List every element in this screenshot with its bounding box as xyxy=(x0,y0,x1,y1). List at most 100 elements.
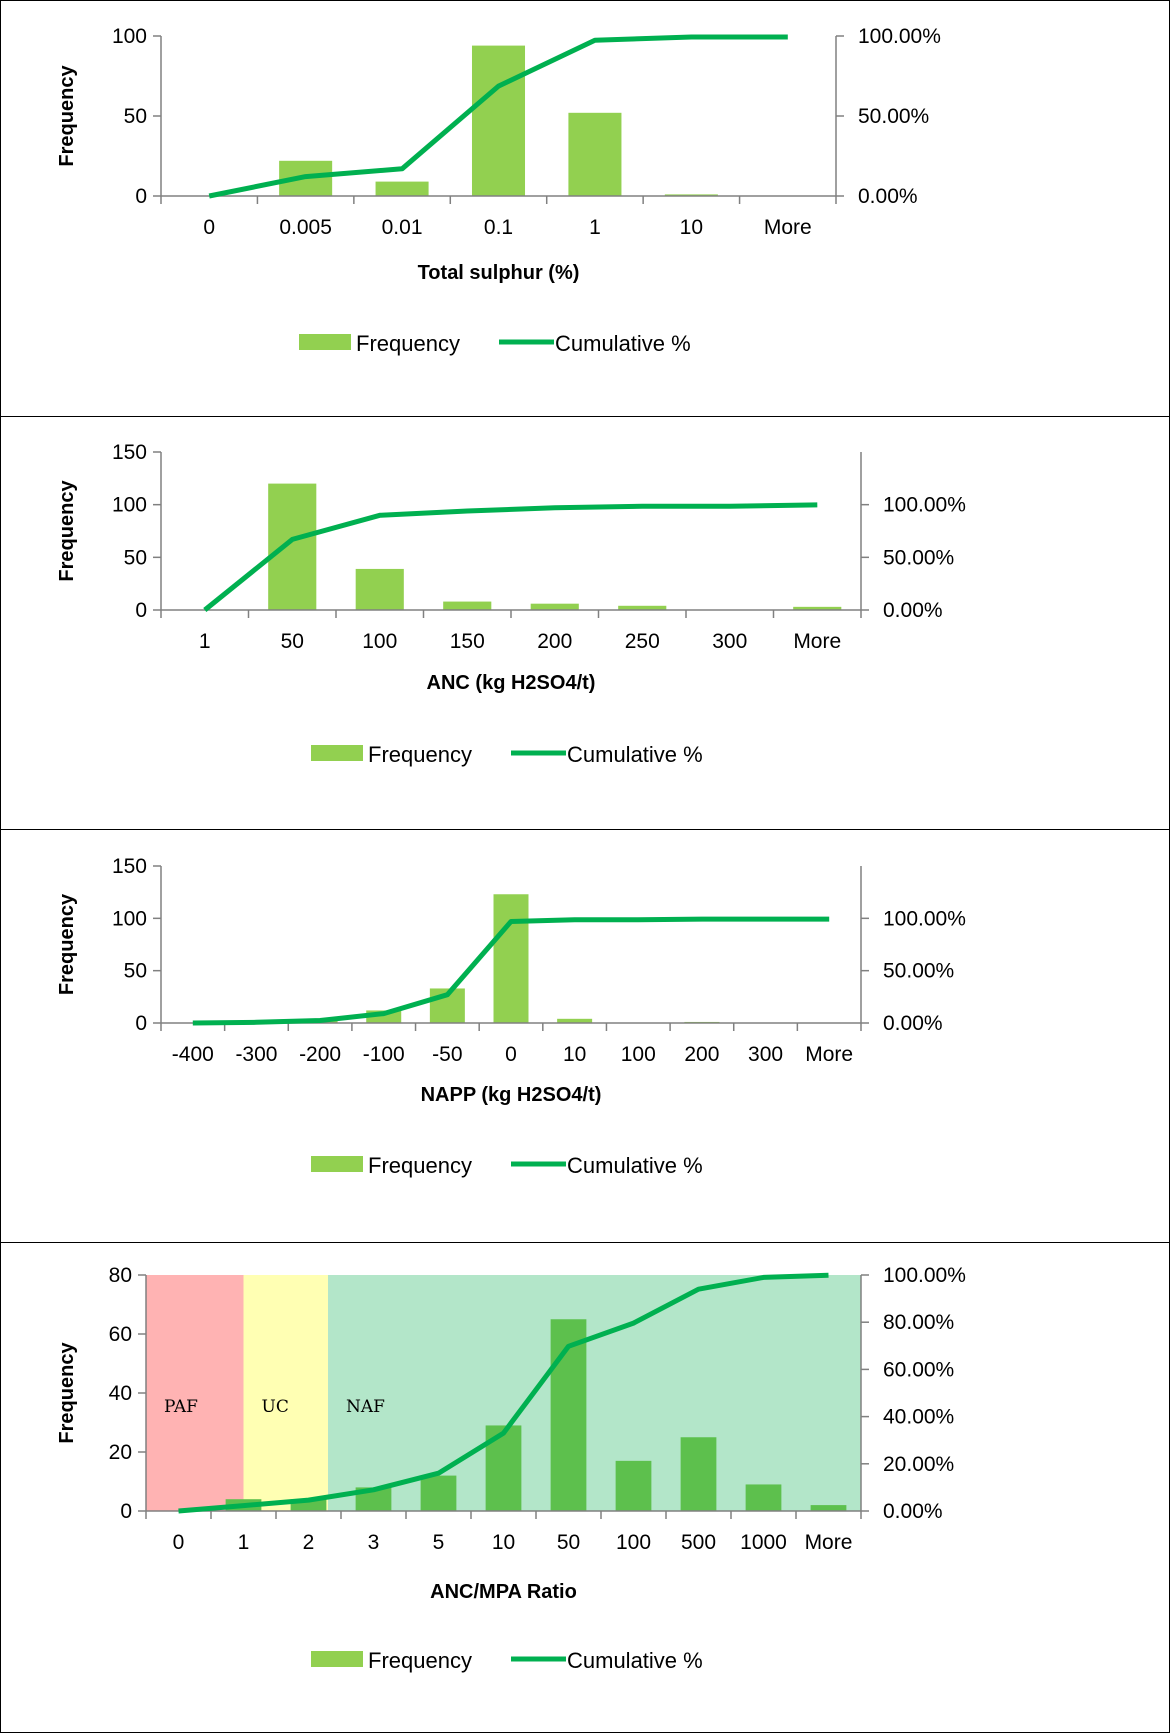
cumulative-line xyxy=(192,916,830,1026)
y2-tick-label: 0.00% xyxy=(883,1012,943,1035)
chart-panel-napp: 0 50 100 150 0.00% 50.00% 100.00% -400 -300 -200-… xyxy=(0,829,1170,1243)
bar xyxy=(443,601,492,610)
x-tick-label: 100 xyxy=(621,1043,656,1066)
x-tick-label: 100 xyxy=(362,630,397,653)
y-tick-label: 80 xyxy=(109,1264,132,1287)
legend-label-frequency: Frequency xyxy=(368,1153,472,1178)
y2-tick-label: 100.00% xyxy=(883,1264,966,1287)
x-tick-label: -100 xyxy=(363,1043,405,1066)
x-tick-label: 2 xyxy=(303,1531,315,1554)
x-tick-label: More xyxy=(805,1043,853,1066)
x-tick-label: -400 xyxy=(172,1043,214,1066)
y2-tick-label: 100.00% xyxy=(858,25,941,48)
chart-anc-mpa-ratio: PAF UC NAF0204060800.00%20.00%40.00%60.00%… xyxy=(56,1264,966,1673)
y-tick-label: 100 xyxy=(112,25,147,48)
zone-label-paf: PAF xyxy=(164,1397,198,1417)
legend-swatch-frequency xyxy=(299,334,351,350)
x-tick-label: 0 xyxy=(505,1043,517,1066)
x-tick-label: 1000 xyxy=(740,1531,787,1554)
bar xyxy=(268,483,317,610)
bar xyxy=(530,603,579,610)
x-tick-label: 1 xyxy=(238,1531,250,1554)
zone-uc xyxy=(243,1275,328,1511)
y-tick-label: 60 xyxy=(109,1323,132,1346)
bar xyxy=(810,1505,847,1511)
bar xyxy=(471,45,526,196)
legend-swatch-frequency xyxy=(311,1651,363,1667)
y-tick-label: 0 xyxy=(135,185,147,208)
y2-tick-label: 50.00% xyxy=(858,105,929,128)
bar xyxy=(375,181,429,196)
y-tick-label: 0 xyxy=(135,599,147,622)
y2-tick-label: 50.00% xyxy=(883,960,954,983)
y-tick-label: 150 xyxy=(112,855,147,878)
x-tick-label: More xyxy=(793,630,841,653)
legend-label-frequency: Frequency xyxy=(356,331,460,356)
x-tick-label: 100 xyxy=(616,1531,651,1554)
x-tick-label: 10 xyxy=(492,1531,515,1554)
x-tick-label: -200 xyxy=(299,1043,341,1066)
x-tick-label: 150 xyxy=(450,630,485,653)
zone-label-naf: NAF xyxy=(346,1397,385,1417)
y2-tick-label: 0.00% xyxy=(883,599,943,622)
bar xyxy=(568,112,622,196)
y2-tick-label: 100.00% xyxy=(883,907,966,930)
bar xyxy=(557,1018,593,1023)
y-axis-title: Frequency xyxy=(56,893,78,995)
bar xyxy=(290,1499,327,1511)
bar xyxy=(793,606,842,610)
chart-panel-anc-mpa-ratio: PAF UC NAF 0 20 40 60 80 0.00% 20.00% 40.00% 60.00%… xyxy=(0,1242,1170,1733)
y-tick-label: 0 xyxy=(120,1500,132,1523)
bar xyxy=(355,568,404,610)
x-tick-label: 0.01 xyxy=(382,216,423,239)
x-tick-label: 0.1 xyxy=(484,216,513,239)
y-tick-label: 0 xyxy=(135,1012,147,1035)
x-tick-label: 10 xyxy=(563,1043,586,1066)
x-tick-label: More xyxy=(764,216,812,239)
x-axis-title: ANC/MPA Ratio xyxy=(430,1581,577,1603)
legend-swatch-frequency xyxy=(311,1156,363,1172)
y-tick-label: 20 xyxy=(109,1441,132,1464)
bar xyxy=(615,1460,652,1511)
y-tick-label: 150 xyxy=(112,441,147,464)
legend-label-cumulative: Cumulative % xyxy=(555,331,691,356)
y2-tick-label: 0.00% xyxy=(858,185,918,208)
y-tick-label: 50 xyxy=(124,546,147,569)
chart-panel-total-sulphur: 0 50 100 0.00% 50.00% 100.00% 0 0.005 0.01 0.1 1 10… xyxy=(0,0,1170,417)
y2-tick-label: 50.00% xyxy=(883,546,954,569)
x-tick-label: 300 xyxy=(712,630,747,653)
x-tick-label: 500 xyxy=(681,1531,716,1554)
bar xyxy=(618,605,667,610)
x-tick-label: 200 xyxy=(537,630,572,653)
x-tick-label: -300 xyxy=(235,1043,277,1066)
bar xyxy=(680,1437,717,1511)
y2-tick-label: 0.00% xyxy=(883,1500,943,1523)
x-axis-title: Total sulphur (%) xyxy=(418,262,580,284)
y2-tick-label: 80.00% xyxy=(883,1311,954,1334)
y2-tick-label: 40.00% xyxy=(883,1406,954,1429)
x-tick-label: 5 xyxy=(433,1531,445,1554)
chart-total-sulphur: 0 50 100 0.00% 50.00% 100.00% 0 0.005 0.01 0.1 1 10… xyxy=(56,25,941,356)
legend-label-frequency: Frequency xyxy=(368,742,472,767)
y-axis-title: Frequency xyxy=(56,65,78,167)
x-axis-title: NAPP (kg H2SO4/t) xyxy=(421,1084,602,1106)
x-tick-label: 1 xyxy=(589,216,601,239)
legend-swatch-frequency xyxy=(311,745,363,761)
legend-label-cumulative: Cumulative % xyxy=(567,1153,703,1178)
x-tick-label: 300 xyxy=(748,1043,783,1066)
cumulative-line xyxy=(203,502,818,612)
x-tick-label: 200 xyxy=(684,1043,719,1066)
cumulative-line xyxy=(178,1272,829,1514)
x-tick-label: 1 xyxy=(199,630,211,653)
x-tick-label: 50 xyxy=(557,1531,580,1554)
legend-label-frequency: Frequency xyxy=(368,1648,472,1673)
y-axis-title: Frequency xyxy=(56,1342,78,1444)
bar xyxy=(664,194,718,196)
y-tick-label: 100 xyxy=(112,494,147,517)
x-tick-label: -50 xyxy=(432,1043,462,1066)
y-tick-label: 40 xyxy=(109,1382,132,1405)
y2-tick-label: 100.00% xyxy=(883,494,966,517)
y-tick-label: 100 xyxy=(112,907,147,930)
